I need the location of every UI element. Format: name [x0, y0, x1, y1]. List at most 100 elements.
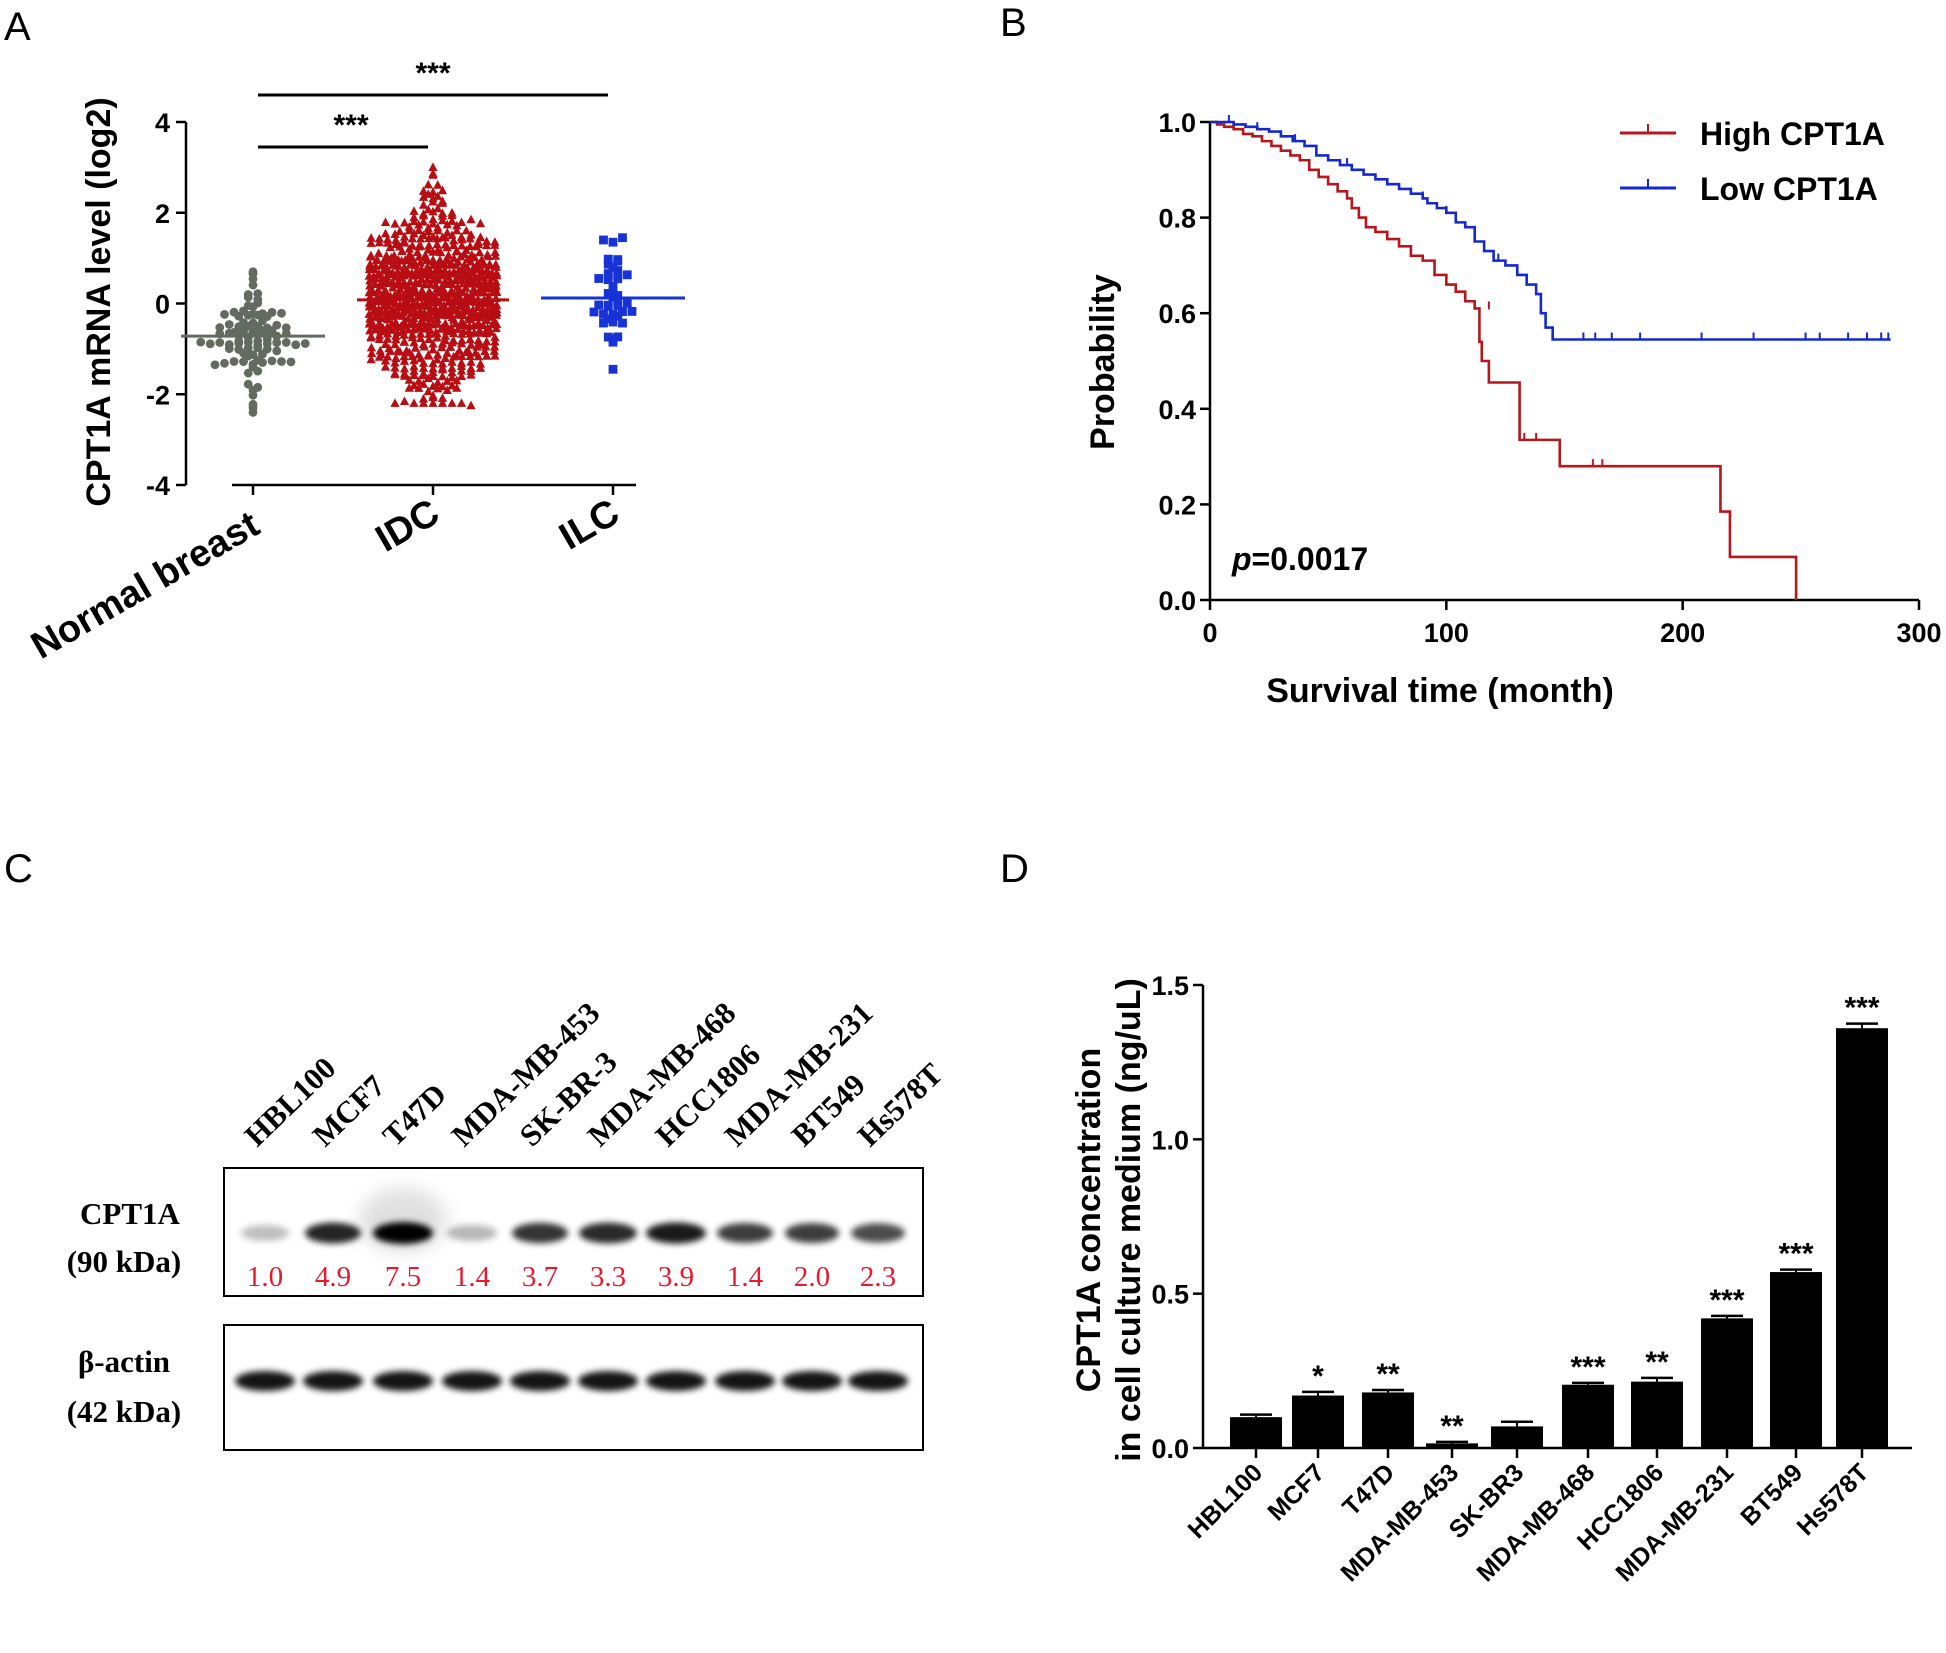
- panel-a-point-ilc: [603, 259, 613, 269]
- panel-b-legend: High CPT1A Low CPT1A: [1620, 116, 1885, 207]
- panel-a-point-idc: [418, 394, 429, 403]
- panel-a-point-idc: [390, 398, 400, 407]
- panel-a-point-idc: [447, 259, 457, 269]
- panel-a-point-idc: [414, 322, 424, 331]
- panel-a-point-idc: [409, 212, 419, 222]
- panel-a-point-normal: [243, 379, 253, 389]
- panel-a-point-idc: [451, 350, 462, 359]
- panel-a-point-idc: [399, 351, 409, 361]
- panel-a-point-idc: [482, 336, 492, 346]
- panel-a-point-idc: [446, 342, 456, 351]
- panel-b-legend-label: Low CPT1A: [1700, 171, 1878, 207]
- panel-a-point-idc: [475, 340, 486, 349]
- panel-a-point-ilc: [599, 235, 608, 245]
- panel-a-category-label: ILC: [552, 491, 626, 558]
- panel-a-point-idc: [492, 287, 502, 297]
- panel-a-y-tick-label: -4: [146, 471, 170, 501]
- panel-a-point-idc: [461, 347, 471, 356]
- panel-a-point-idc: [446, 286, 456, 295]
- panel-a-point-ilc: [589, 307, 599, 317]
- pvalue-text: =0.0017: [1252, 541, 1369, 577]
- panel-a-point-ilc: [622, 298, 632, 308]
- panel-d-bar: [1230, 1417, 1282, 1448]
- panel-a-point-idc: [390, 229, 400, 238]
- panel-a-point-idc: [374, 304, 384, 314]
- panel-a-point-idc: [399, 337, 410, 346]
- panel-a-point-normal: [234, 311, 244, 321]
- panel-a-point-idc: [428, 193, 438, 203]
- panel-a-point-normal: [215, 338, 225, 347]
- panel-a-point-idc: [466, 363, 476, 373]
- panel-a-point-idc: [416, 328, 426, 338]
- panel-c-actin-band: [715, 1371, 775, 1391]
- panel-a-point-idc: [478, 320, 488, 329]
- panel-a-point-idc: [410, 343, 420, 352]
- panel-a-point-ilc: [599, 318, 608, 328]
- panel-a-point-ilc: [608, 364, 618, 374]
- panel-a-point-idc: [447, 208, 457, 217]
- panel-a-point-idc: [437, 196, 448, 205]
- panel-b-axes: 0.0 0.2 0.4 0.6 0.8 1.0 0 100 200 300 Survival tim…: [1084, 108, 1942, 710]
- panel-d-bar: [1292, 1395, 1344, 1448]
- panel-a-point-idc: [428, 218, 438, 228]
- panel-a-point-idc: [418, 216, 429, 226]
- panel-a-point-idc: [491, 310, 501, 319]
- panel-c-cpt1a-band: [447, 1224, 497, 1242]
- panel-a-point-idc: [437, 393, 448, 402]
- panel-a-point-ilc: [594, 274, 604, 283]
- panel-a-point-normal: [248, 318, 258, 328]
- panel-a-point-idc: [414, 376, 424, 385]
- panel-c-cpt1a-band: [512, 1222, 568, 1244]
- panel-a-point-idc: [404, 347, 415, 357]
- panel-d-bars: * ******* ***********: [1230, 992, 1888, 1448]
- panel-a-point-idc: [399, 262, 409, 272]
- panel-a-point-idc: [482, 315, 492, 324]
- panel-a-point-idc: [382, 322, 393, 331]
- panel-a-point-idc: [387, 325, 397, 334]
- panel-c-western-blot: C HBL100MCF7T47DMDA-MB-453SK-BR-3MDA-MB-…: [4, 847, 950, 1451]
- panel-a-point-idc: [414, 219, 424, 229]
- panel-a-point-idc: [399, 330, 409, 339]
- panel-b-y-tick-label: 0.8: [1158, 204, 1196, 234]
- panel-a-point-idc: [489, 346, 499, 355]
- panel-a-point-idc: [364, 309, 374, 318]
- panel-a-point-idc: [433, 222, 443, 232]
- panel-a-point-idc: [424, 240, 434, 250]
- panel-a-point-idc: [418, 339, 429, 349]
- panel-a-point-idc: [405, 277, 415, 286]
- panel-a-point-ilc: [613, 332, 623, 342]
- panel-d-y-label-line1: CPT1A concentration: [1070, 1048, 1108, 1392]
- panel-a-point-idc: [492, 300, 502, 309]
- panel-a-point-idc: [404, 222, 414, 231]
- panel-a-point-idc: [409, 228, 419, 238]
- panel-a-point-idc: [428, 214, 438, 224]
- panel-a-point-normal: [215, 323, 225, 332]
- panel-a-point-idc: [366, 354, 376, 364]
- panel-a-point-idc: [420, 250, 430, 260]
- panel-c-lane-label: Hs578T: [851, 1056, 950, 1153]
- panel-a-point-idc: [442, 310, 452, 320]
- panel-a-point-ilc: [618, 233, 627, 243]
- panel-c-actin-band: [510, 1371, 570, 1391]
- pvalue-italic: p: [1231, 541, 1252, 577]
- panel-a-point-normal: [253, 355, 263, 365]
- panel-a-point-idc: [456, 338, 467, 348]
- panel-a-point-idc: [456, 398, 467, 407]
- panel-d-y-tick-label: 1.0: [1151, 1125, 1189, 1155]
- panel-a-point-idc: [423, 322, 434, 331]
- panel-a-point-ilc: [613, 271, 623, 281]
- panel-b-survival: B 0.0 0.2 0.4 0.6 0.8 1.0 0 100 200 300 Survival t…: [1000, 1, 1942, 710]
- panel-b-y-tick-label: 1.0: [1158, 108, 1196, 138]
- panel-a-point-idc: [366, 250, 376, 260]
- panel-a-point-idc: [447, 363, 457, 372]
- panel-c-actin-band: [303, 1371, 363, 1391]
- panel-a-point-idc: [466, 357, 476, 366]
- panel-c-band-values: 1.0 4.9 7.5 1.4 3.7 3.3 3.9 1.4 2.0 2.3: [247, 1261, 896, 1293]
- panel-c-cpt1a-band: [646, 1222, 706, 1244]
- panel-a-point-idc: [382, 263, 392, 273]
- panel-a-point-normal: [277, 308, 286, 318]
- panel-b-series-line: [1210, 120, 1891, 341]
- panel-a-point-idc: [399, 396, 410, 405]
- panel-a-significance-label: ***: [333, 109, 368, 142]
- panel-c-actin-band: [578, 1371, 638, 1391]
